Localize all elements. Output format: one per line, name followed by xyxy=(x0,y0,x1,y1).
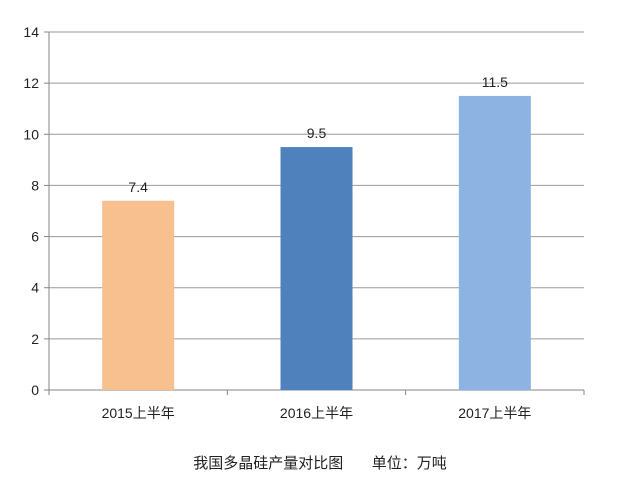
bar xyxy=(280,147,353,390)
y-tick-label: 4 xyxy=(31,280,39,296)
y-tick-label: 14 xyxy=(23,24,39,40)
y-tick-label: 6 xyxy=(31,229,39,245)
y-tick-label: 12 xyxy=(23,75,39,91)
x-tick-label: 2016上半年 xyxy=(280,405,353,421)
bar xyxy=(102,200,175,390)
x-tick-label: 2015上半年 xyxy=(102,405,175,421)
data-label: 11.5 xyxy=(482,74,508,90)
y-tick-label: 10 xyxy=(23,126,39,142)
data-label: 7.4 xyxy=(128,179,148,195)
chart-caption: 我国多晶硅产量对比图 单位：万吨 xyxy=(193,454,447,472)
bar xyxy=(458,95,531,390)
data-label: 9.5 xyxy=(307,125,327,141)
x-tick-label: 2017上半年 xyxy=(458,405,531,421)
y-tick-label: 8 xyxy=(31,177,39,193)
y-tick-label: 0 xyxy=(31,382,39,398)
y-tick-label: 2 xyxy=(31,331,39,347)
